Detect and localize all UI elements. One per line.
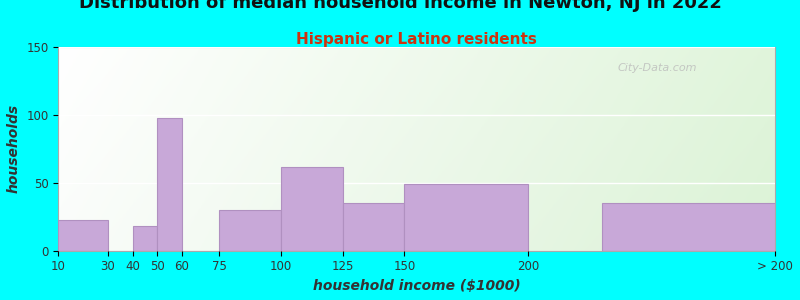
Bar (405, 184, 528, 251)
Y-axis label: households: households (7, 104, 21, 194)
Text: Distribution of median household income in Newton, NJ in 2022: Distribution of median household income … (78, 0, 722, 12)
X-axis label: household income ($1000): household income ($1000) (313, 279, 521, 293)
Bar (133, 226, 158, 251)
Bar (158, 118, 182, 251)
Bar (58, 220, 108, 251)
Bar (602, 203, 775, 251)
Bar (342, 203, 405, 251)
Bar (219, 210, 281, 251)
Title: Hispanic or Latino residents: Hispanic or Latino residents (296, 32, 538, 47)
Text: City-Data.com: City-Data.com (618, 63, 697, 73)
Bar (281, 167, 342, 251)
